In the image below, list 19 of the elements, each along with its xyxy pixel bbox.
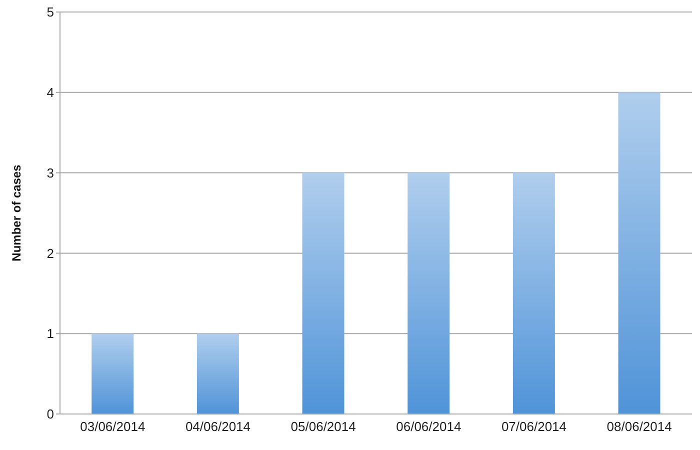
- x-tick-label: 06/06/2014: [396, 419, 462, 434]
- bar: [618, 92, 660, 414]
- y-axis-title: Number of cases: [9, 164, 24, 262]
- y-tick-label: 5: [46, 4, 54, 20]
- y-tick-label: 1: [46, 326, 54, 342]
- y-tick-label: 0: [46, 406, 54, 422]
- bar: [196, 334, 239, 414]
- x-tick-label: 08/06/2014: [606, 419, 672, 434]
- x-tick-label: 05/06/2014: [290, 419, 356, 434]
- bar: [92, 334, 134, 414]
- x-tick-label: 04/06/2014: [185, 419, 251, 434]
- x-tick-label: 03/06/2014: [80, 419, 146, 434]
- y-tick-label: 4: [46, 85, 54, 100]
- x-tick-label: 07/06/2014: [501, 419, 567, 434]
- y-tick-label: 3: [46, 165, 54, 180]
- bar: [302, 172, 344, 414]
- bar: [408, 172, 450, 414]
- bar: [512, 172, 555, 414]
- y-tick-label: 2: [46, 246, 54, 261]
